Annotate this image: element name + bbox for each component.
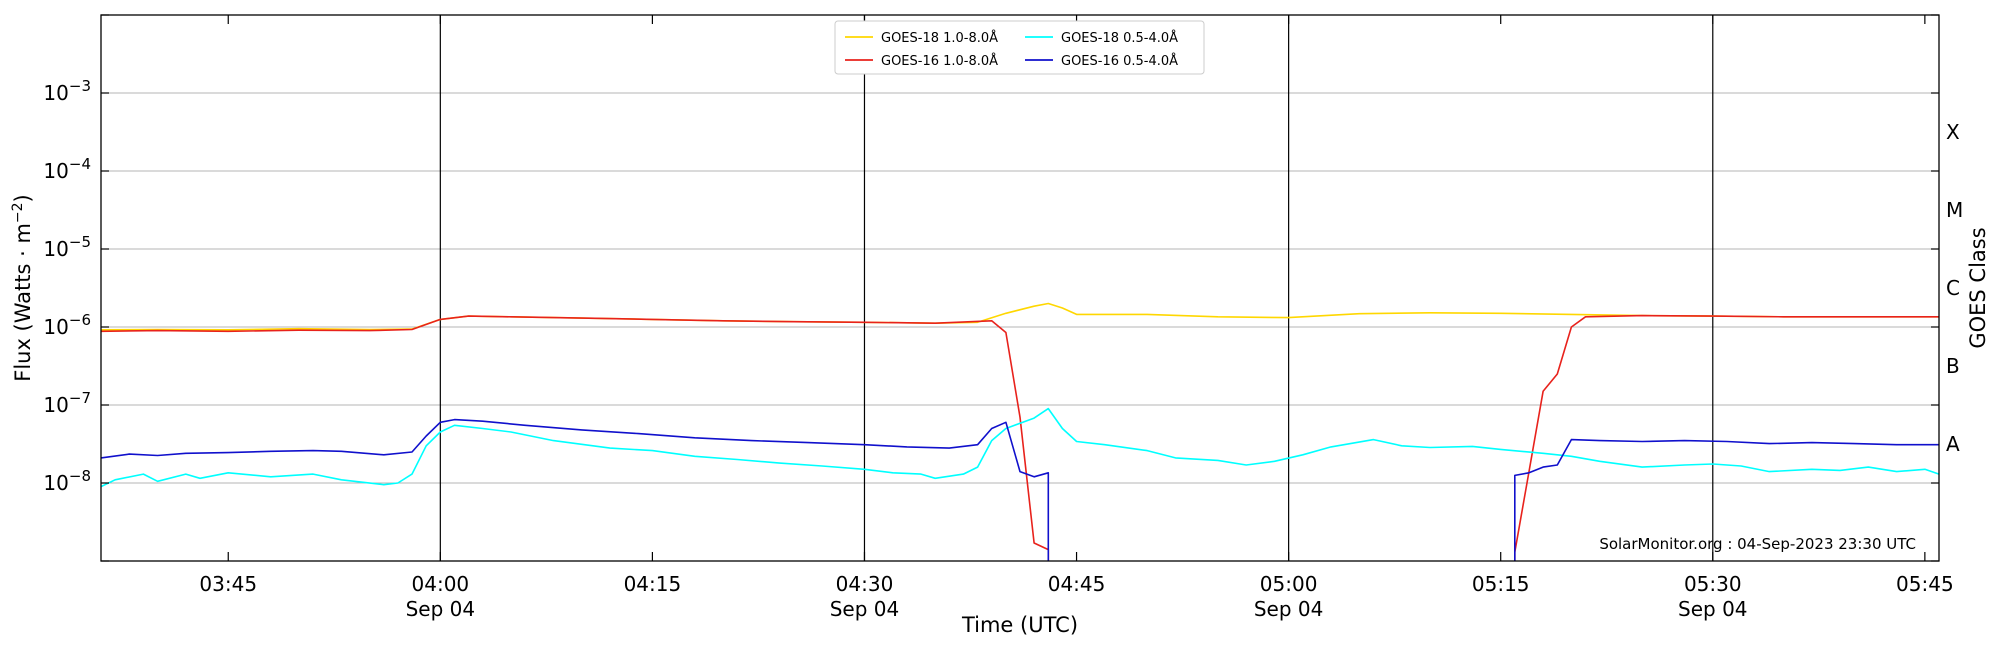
- y-tick-label: 10−3: [43, 77, 91, 105]
- series-line: [100, 315, 1050, 561]
- plot-frame: [100, 14, 1940, 562]
- y-tick-label: 10−4: [43, 155, 91, 183]
- right-axis-title: GOES Class: [1966, 227, 1990, 348]
- series-line: [100, 407, 1940, 488]
- x-tick-date-label: Sep 04: [1678, 597, 1748, 621]
- legend-box: [834, 20, 1205, 75]
- y-tick-label: 10−8: [43, 467, 91, 495]
- x-tick-date-label: Sep 04: [406, 597, 476, 621]
- legend-label: GOES-16 1.0-8.0Å: [881, 53, 998, 69]
- legend-label: GOES-18 1.0-8.0Å: [881, 30, 998, 46]
- credit-text: SolarMonitor.org : 04-Sep-2023 23:30 UTC: [1599, 535, 1916, 553]
- x-tick-label: 05:00: [1260, 572, 1318, 596]
- x-tick-label: 04:30: [836, 572, 894, 596]
- y-axis-title: Flux (Watts · m−2): [10, 194, 35, 382]
- x-tick-label: 05:30: [1684, 572, 1742, 596]
- series-line: [100, 418, 1050, 561]
- grid-lines: [101, 92, 1939, 484]
- x-tick-label: 04:15: [624, 572, 682, 596]
- legend-label: GOES-16 0.5-4.0Å: [1061, 53, 1178, 69]
- series-line: [1514, 314, 1939, 561]
- goes-class-label: C: [1946, 276, 1960, 300]
- legend: GOES-18 1.0-8.0Å GOES-16 1.0-8.0Å GOES-18 …: [834, 20, 1205, 75]
- x-tick-label: 05:15: [1472, 572, 1530, 596]
- x-tick-label: 03:45: [199, 572, 257, 596]
- legend-label: GOES-18 0.5-4.0Å: [1061, 30, 1178, 46]
- y-tick-label: 10−6: [43, 311, 91, 339]
- series-line: [100, 302, 1939, 331]
- goes-class-label: M: [1946, 198, 1963, 222]
- x-tick-date-label: Sep 04: [830, 597, 900, 621]
- x-tick-date-label: Sep 04: [1254, 597, 1324, 621]
- time-markers: [439, 15, 1714, 561]
- goes-class-label: B: [1946, 354, 1960, 378]
- x-tick-label: 05:45: [1896, 572, 1954, 596]
- x-tick-label: 04:00: [412, 572, 470, 596]
- x-tick-label: 04:45: [1048, 572, 1106, 596]
- x-axis-title: Time (UTC): [961, 613, 1078, 637]
- series-line: [1514, 438, 1939, 561]
- series-lines: [100, 302, 1940, 561]
- goes-class-label: A: [1946, 432, 1960, 456]
- y-tick-label: 10−5: [43, 233, 91, 261]
- goes-class-label: X: [1946, 120, 1960, 144]
- y-tick-label: 10−7: [43, 389, 91, 417]
